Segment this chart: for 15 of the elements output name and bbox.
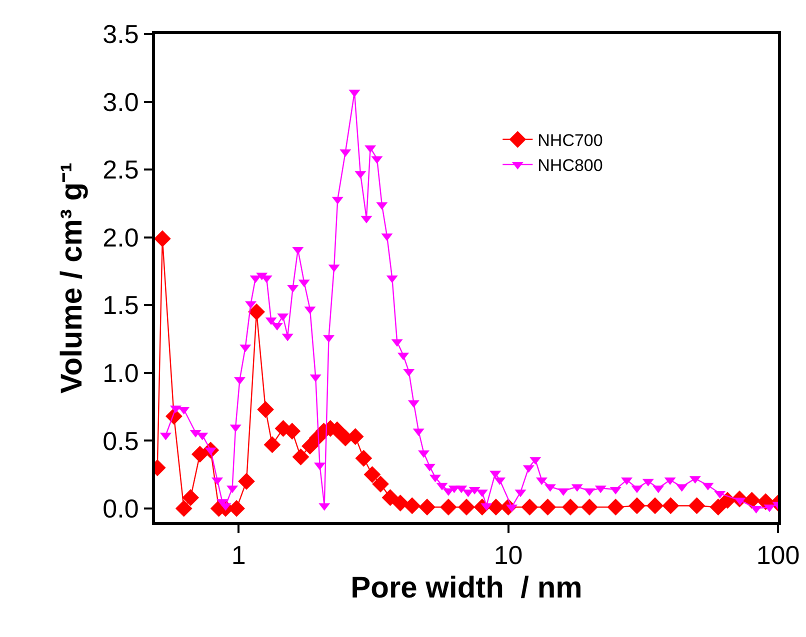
y-tick-label: 0.0 (102, 494, 139, 524)
y-axis-title: Volume / cm³ g⁻¹ (56, 162, 89, 394)
legend-label: NHC800 (538, 156, 603, 176)
x-tick-label: 100 (756, 540, 800, 570)
x-tick-label: 1 (231, 540, 246, 570)
x-tick-label: 10 (494, 540, 523, 570)
y-tick-label: 3.0 (102, 86, 139, 117)
x-axis-title: Pore width / nm (350, 572, 582, 605)
y-tick-label: 2.0 (102, 222, 139, 252)
y-tick-label: 2.5 (102, 154, 139, 185)
y-tick-label: 1.5 (102, 290, 139, 320)
y-tick-label: 3.5 (102, 19, 139, 50)
y-tick-label: 1.0 (102, 358, 139, 388)
legend-label: NHC700 (538, 131, 603, 150)
y-tick-label: 0.5 (102, 426, 139, 456)
